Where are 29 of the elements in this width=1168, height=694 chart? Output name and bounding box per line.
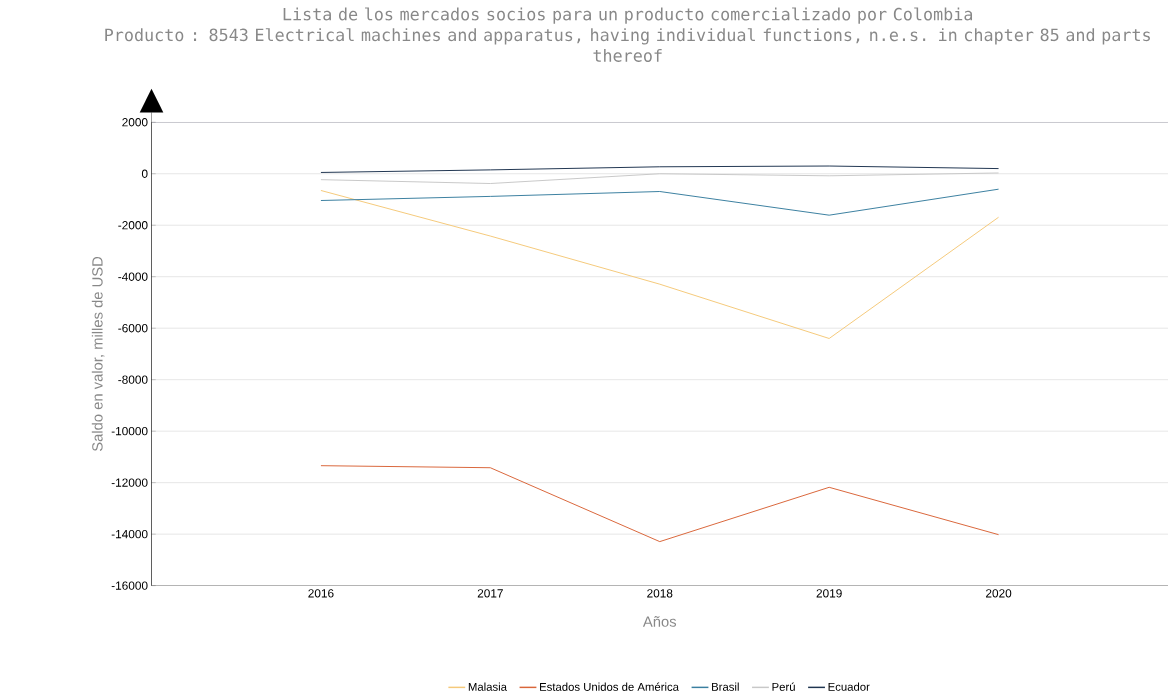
x-tick-label: 2017 [477,589,503,598]
y-tick-label: -2000 [118,221,148,230]
x-tick-label: 2016 [308,589,334,598]
line-series [320,465,1000,543]
y-tick-label: -10000 [111,426,148,436]
line-series [320,188,1000,216]
legend-label: Malasia [468,682,507,691]
chart-title: Lista de los mercados socios para un producto comercializado por Colombia [283,7,973,24]
chart-subtitle: Producto : 8543 Electrical machines and apparatus, having individual functions, n.e.s. in chapter 85 and parts thereof [105,28,1150,62]
x-axis-title: Años [642,616,677,627]
legend-label: Ecuador [828,682,870,691]
x-tick-label: 2019 [816,589,842,598]
line-series [320,165,1000,173]
line-series [320,189,1000,339]
y-tick-label: -4000 [118,272,148,281]
line-series [320,172,1000,184]
y-axis-title: Saldo en valor, milles de USD [91,256,105,452]
y-tick-label: -8000 [118,375,148,384]
y-tick-label: -12000 [111,478,148,487]
x-tick-label: 2020 [986,589,1012,598]
y-tick-label: -16000 [111,581,148,590]
legend-label: Estados Unidos de América [540,682,679,691]
y-tick-label: -6000 [118,323,148,333]
legend-label: Brasil [712,682,739,691]
y-tick-label: 2000 [122,118,148,127]
y-tick-label: -14000 [111,529,148,539]
x-tick-label: 2018 [647,589,673,598]
y-tick-label: 0 [141,169,148,178]
legend-label: Perú [772,682,795,691]
